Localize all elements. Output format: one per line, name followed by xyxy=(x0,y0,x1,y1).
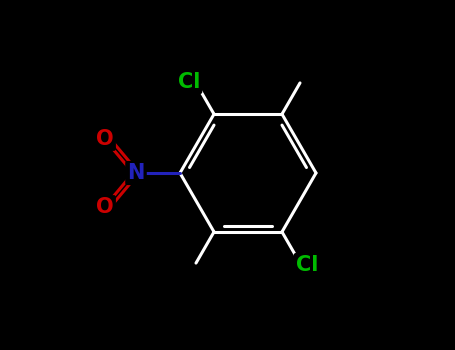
Text: Cl: Cl xyxy=(178,72,200,92)
Text: O: O xyxy=(96,129,114,149)
Text: O: O xyxy=(96,197,114,217)
Text: Cl: Cl xyxy=(296,255,318,275)
Text: N: N xyxy=(127,163,145,183)
